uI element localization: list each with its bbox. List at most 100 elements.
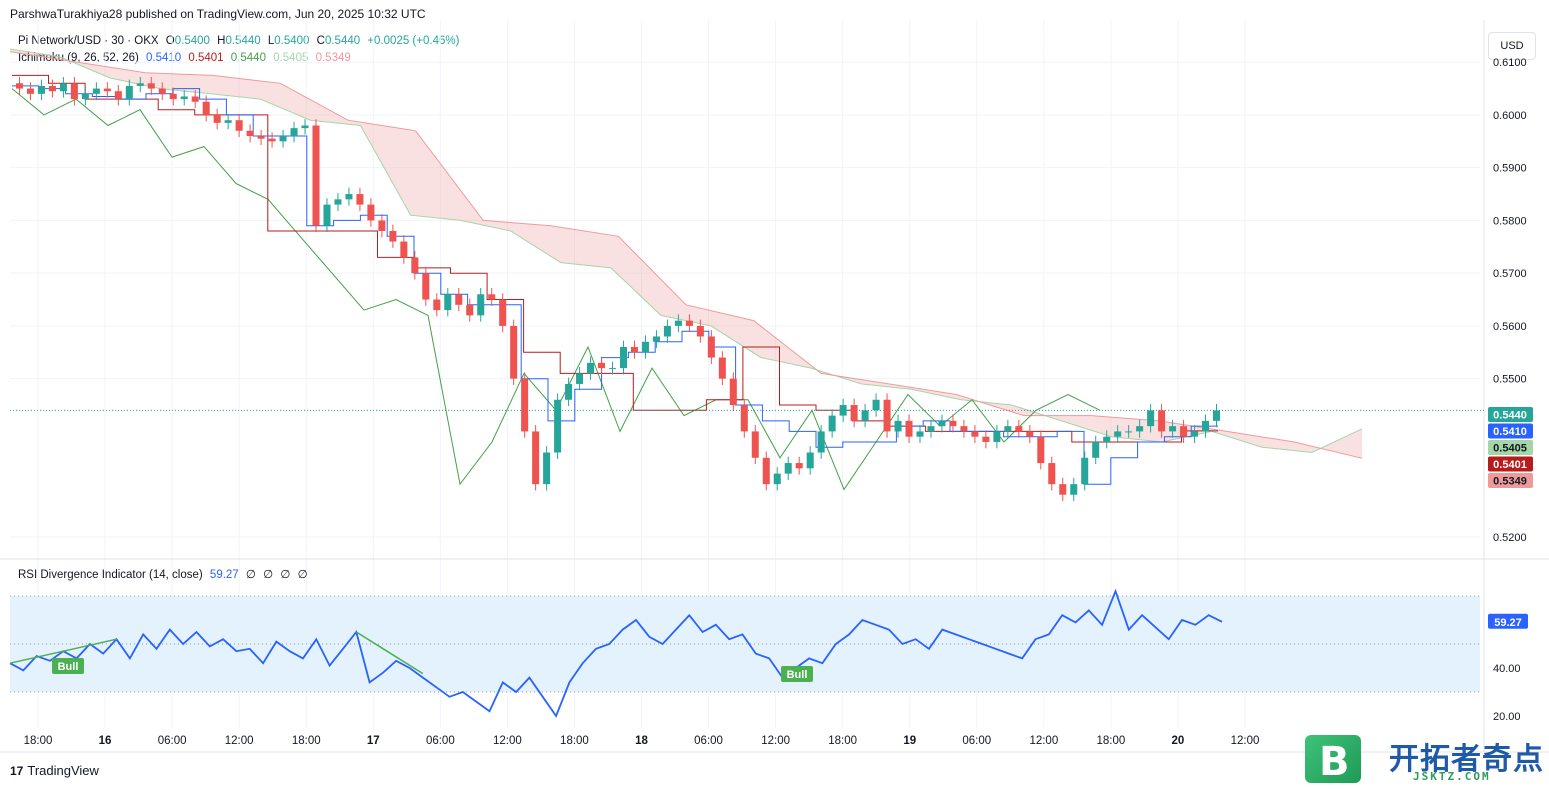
candle-body [554,399,562,453]
price-tick-label: 0.5500 [1493,374,1527,386]
time-axis: 18:00 16 06:00 12:00 18:00 17 06:00 12:00 18:00 1… [24,735,1260,747]
candle-body [1070,484,1078,495]
time-tick-label: 19 [903,735,916,747]
candle-body [718,357,726,379]
bull-label: Bull [787,669,808,681]
candle-body [532,431,540,485]
candle-body [70,83,78,100]
price-tick-label: 0.5600 [1493,321,1527,333]
candle-body [740,405,748,432]
candle-body [1081,457,1089,485]
candle-body [1103,436,1111,442]
rsi-legend[interactable]: RSI Divergence Indicator (14, close) 59.… [18,567,312,581]
candle-body [103,88,111,92]
candle-body [927,426,935,432]
time-tick-label: 18:00 [828,735,857,747]
candle-body [125,85,133,100]
candle-body [378,220,386,231]
candle-body [290,128,298,137]
candle-body [169,93,177,100]
time-tick-label: 17 [367,735,380,747]
candle-body [92,88,100,94]
candle-body [565,383,573,400]
time-tick-label: 20 [1172,735,1185,747]
candle-body [345,194,353,200]
candle-body [949,420,957,427]
candle-body [971,431,979,437]
candle-body [861,410,869,421]
rsi-extra-3: ∅ [280,569,291,581]
time-tick-label: 06:00 [426,735,455,747]
candle-body [1158,410,1166,432]
candle-body [15,83,24,89]
candle-body [685,320,693,326]
candle-body [598,362,606,369]
tradingview-name: TradingView [27,763,99,778]
candle-body [59,83,67,92]
candle-body [707,336,715,358]
time-tick-label: 12:00 [225,735,254,747]
time-tick-label: 06:00 [694,735,723,747]
price-tick-label: 0.6100 [1493,57,1527,69]
time-tick-label: 12:00 [1029,735,1058,747]
time-tick-label: 12:00 [1231,735,1260,747]
candle-body [1202,420,1210,432]
close-value: C0.5440 [316,35,361,47]
watermark-badge-icon: B [1305,735,1361,785]
candle-body [26,88,34,94]
candle-body [587,362,595,374]
candle-body [37,85,45,94]
price-tag-lead_b [1488,473,1533,488]
candle-body [630,347,638,353]
candle-body [422,273,430,300]
candle-body [1147,410,1155,427]
time-tick-label: 18:00 [292,735,321,747]
watermark: B 开拓者奇点 JSKTZ.COM [1305,732,1545,788]
candle-body [916,431,924,437]
price-tag-label: 0.5349 [1493,476,1527,488]
candle-body [235,120,243,131]
candle-body [81,93,89,100]
candle-body [674,320,682,326]
candle-body [663,325,671,337]
candle-body [356,194,364,205]
candle-body [1180,426,1188,437]
high-value: H0.5440 [217,35,261,47]
symbol-legend[interactable]: Pi Network/USD · 30 · OKX O0.5400 H0.544… [18,35,463,47]
candle-body [1125,431,1133,433]
candle-body [1191,431,1199,437]
ichimoku-cloud [9,48,1363,459]
candle-body [1026,431,1034,437]
candle-body [279,136,287,142]
price-tick-label: 0.5800 [1493,215,1527,227]
candle-body [993,431,1001,442]
candle-body [1004,426,1012,432]
candle-body [1059,484,1067,495]
price-tag-close [1488,407,1533,422]
candle-body [521,378,529,432]
rsi-pane: 59.27 40.00 20.00 Bull Bull [9,588,1528,723]
candle-body [433,299,441,311]
candle-body [389,230,397,242]
candles [15,76,1221,502]
candle-body [400,241,408,258]
price-tick-label: 0.5700 [1493,268,1527,280]
candle-body [268,138,276,142]
candle-body [257,136,265,139]
candle-body [652,336,660,342]
candle-body [455,294,463,305]
currency-button[interactable]: USD [1488,32,1536,60]
candle-body [905,420,913,437]
bull-label-box [52,658,84,674]
bull-label: Bull [58,661,79,673]
rsi-extra-4: ∅ [297,569,308,581]
rsi-extra-1: ∅ [245,569,256,581]
candle-body [48,85,56,92]
tradingview-brand[interactable]: 17 TradingView [10,763,99,778]
time-tick-label: 18 [635,735,648,747]
candle-body [224,120,232,123]
candle-body [1136,426,1144,432]
candle-body [488,294,496,300]
candle-body [762,457,770,485]
